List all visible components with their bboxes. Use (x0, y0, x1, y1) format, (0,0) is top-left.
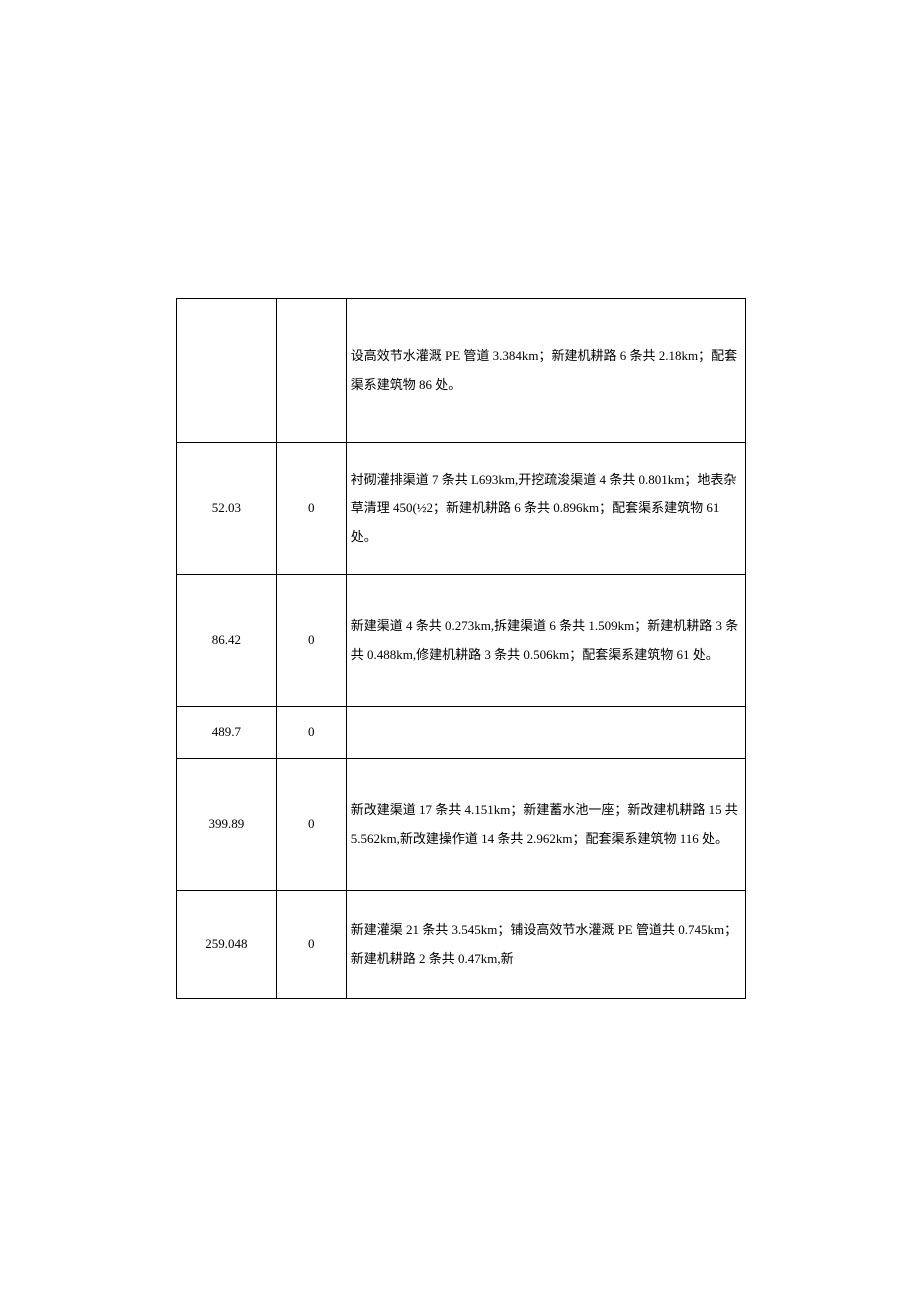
table-row: 399.89 0 新改建渠道 17 条共 4.151km；新建蓄水池一座；新改建… (177, 759, 746, 891)
table-cell-description (346, 707, 745, 759)
table-cell-value: 86.42 (177, 575, 277, 707)
table-cell-description: 新建渠道 4 条共 0.273km,拆建渠道 6 条共 1.509km；新建机耕… (346, 575, 745, 707)
table-row: 86.42 0 新建渠道 4 条共 0.273km,拆建渠道 6 条共 1.50… (177, 575, 746, 707)
table-cell-value: 0 (276, 759, 346, 891)
table-cell-value: 52.03 (177, 443, 277, 575)
table-cell-value: 489.7 (177, 707, 277, 759)
table-row: 设高效节水灌溉 PE 管道 3.384km；新建机耕路 6 条共 2.18km；… (177, 299, 746, 443)
table-cell-value: 259.048 (177, 891, 277, 999)
table-cell-value: 0 (276, 443, 346, 575)
table-cell-description: 设高效节水灌溉 PE 管道 3.384km；新建机耕路 6 条共 2.18km；… (346, 299, 745, 443)
table-cell-value: 399.89 (177, 759, 277, 891)
table-cell-value (276, 299, 346, 443)
table-cell-description: 衬砌灌排渠道 7 条共 L693km,开挖疏浚渠道 4 条共 0.801km；地… (346, 443, 745, 575)
table-cell-description: 新建灌渠 21 条共 3.545km；铺设高效节水灌溉 PE 管道共 0.745… (346, 891, 745, 999)
data-table: 设高效节水灌溉 PE 管道 3.384km；新建机耕路 6 条共 2.18km；… (176, 298, 746, 999)
table-cell-value: 0 (276, 891, 346, 999)
table-cell-description: 新改建渠道 17 条共 4.151km；新建蓄水池一座；新改建机耕路 15 共 … (346, 759, 745, 891)
table-cell-value: 0 (276, 575, 346, 707)
table-row: 52.03 0 衬砌灌排渠道 7 条共 L693km,开挖疏浚渠道 4 条共 0… (177, 443, 746, 575)
table-row: 489.7 0 (177, 707, 746, 759)
table-row: 259.048 0 新建灌渠 21 条共 3.545km；铺设高效节水灌溉 PE… (177, 891, 746, 999)
table-cell-value: 0 (276, 707, 346, 759)
table-cell-value (177, 299, 277, 443)
document-table-container: 设高效节水灌溉 PE 管道 3.384km；新建机耕路 6 条共 2.18km；… (176, 298, 746, 999)
